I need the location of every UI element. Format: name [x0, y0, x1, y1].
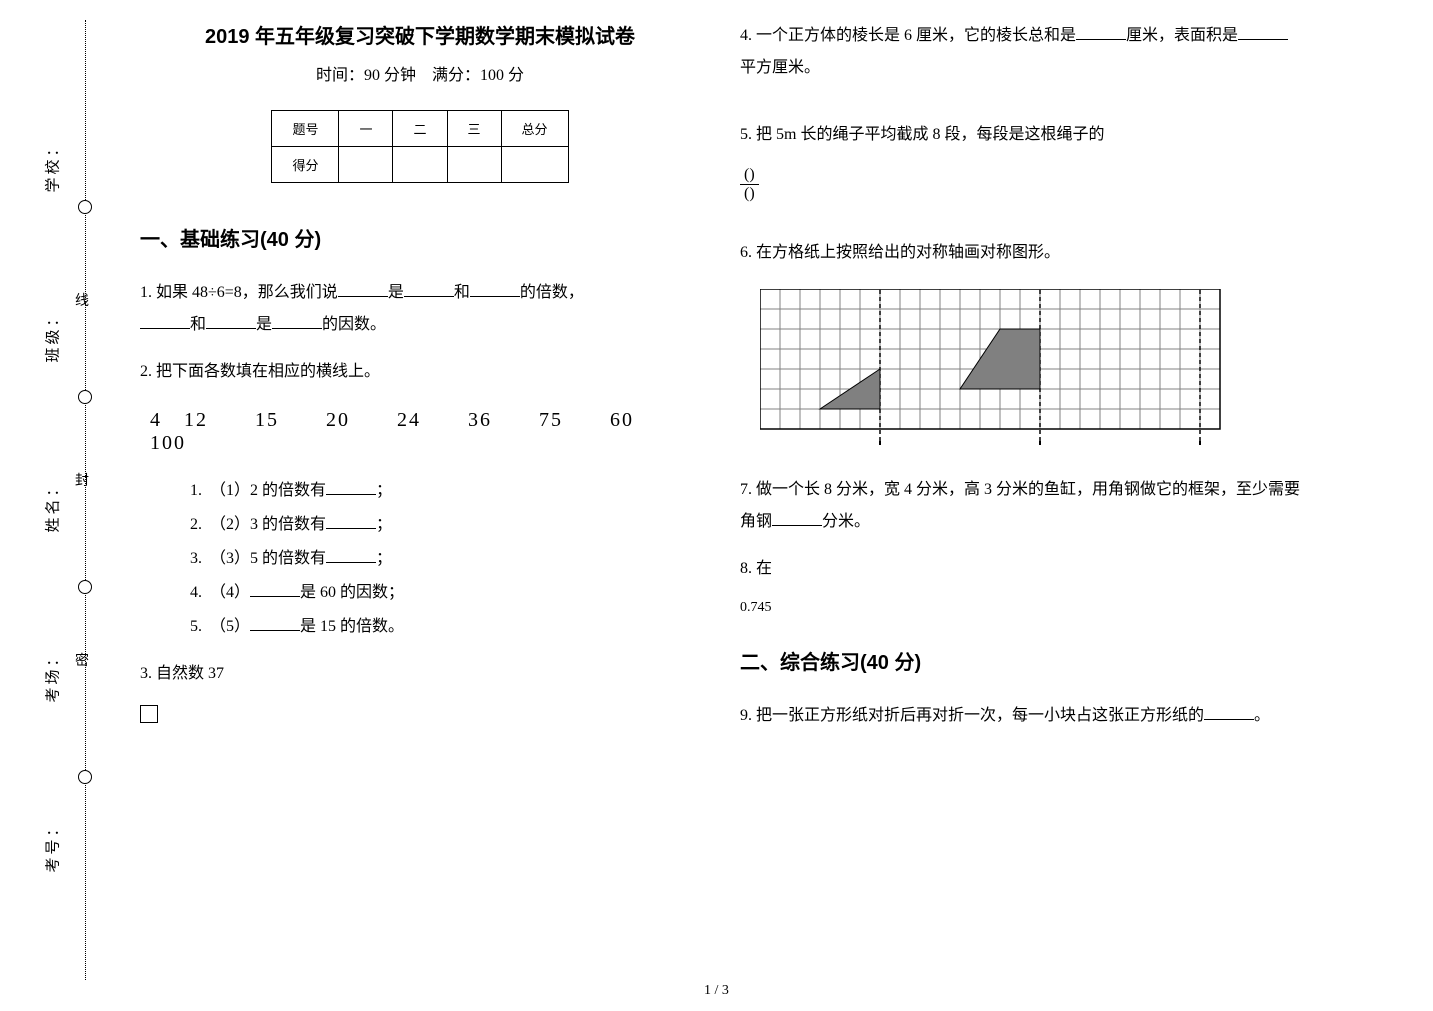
label-name: 姓名：: [25, 455, 79, 555]
q4-blank: [1238, 24, 1288, 40]
seal-char-feng: 封: [75, 470, 95, 490]
seal-char-mi: 密: [75, 650, 95, 670]
q1-blank: [470, 281, 520, 297]
blank: [250, 581, 300, 597]
q2-sublist: 1. （1）2 的倍数有； 2. （2）3 的倍数有； 3. （3）5 的倍数有…: [190, 475, 700, 643]
q1-text-d: 的倍数，: [520, 284, 584, 301]
binding-dotted-line: [85, 20, 86, 980]
section2-header: 二、综合练习(40 分): [740, 646, 1300, 675]
grid-svg: [760, 289, 1230, 449]
list-item: 3. （3）5 的倍数有；: [190, 543, 700, 575]
page-number: 1 / 3: [0, 983, 1433, 999]
table-row: 题号 一 二 三 总分: [272, 111, 568, 147]
left-column: 2019 年五年级复习突破下学期数学期末模拟试卷 时间：90 分钟 满分：100…: [140, 20, 700, 980]
th-3: 三: [447, 111, 501, 147]
question-4: 4. 一个正方体的棱长是 6 厘米，它的棱长总和是 厘米，表面积是平方厘米。: [740, 20, 1300, 84]
question-9: 9. 把一张正方形纸对折后再对折一次，每一小块占这张正方形纸的 。: [740, 700, 1300, 732]
list-item: 1. （1）2 的倍数有；: [190, 475, 700, 507]
q1-blank: [404, 281, 454, 297]
q1-blank: [206, 313, 256, 329]
q1-text-b: 是: [388, 284, 404, 301]
q1-text-e: 和: [190, 316, 206, 333]
question-6: 6. 在方格纸上按照给出的对称轴画对称图形。: [740, 237, 1300, 269]
td-blank: [501, 147, 568, 183]
q1-text-c: 和: [454, 284, 470, 301]
table-row: 得分: [272, 147, 568, 183]
list-item: 2. （2）3 的倍数有；: [190, 509, 700, 541]
label-class: 班级：: [25, 285, 79, 385]
q1-text-f: 是: [256, 316, 272, 333]
right-column: 4. 一个正方体的棱长是 6 厘米，它的棱长总和是 厘米，表面积是平方厘米。 5.…: [740, 20, 1300, 980]
fraction-num: (): [740, 166, 759, 185]
section1-header: 一、基础练习(40 分): [140, 223, 700, 252]
seal-char-xian: 线: [75, 290, 95, 310]
binding-margin: 学校： 班级： 姓名： 考场： 考号： 密 封 线: [0, 0, 120, 1011]
td-blank: [339, 147, 393, 183]
q1-blank: [338, 281, 388, 297]
paper-subtitle: 时间：90 分钟 满分：100 分: [140, 61, 700, 85]
q1-blank: [272, 313, 322, 329]
q8-number: 0.745: [740, 600, 1300, 616]
q9-text-b: 。: [1254, 707, 1270, 724]
circle-marker: [78, 580, 92, 594]
question-7: 7. 做一个长 8 分米，宽 4 分米，高 3 分米的鱼缸，用角钢做它的框架，至…: [740, 474, 1300, 538]
q3-box: [140, 705, 700, 723]
question-3: 3. 自然数 37: [140, 658, 700, 690]
q7-text-b: 分米。: [822, 513, 870, 530]
paper-title: 2019 年五年级复习突破下学期数学期末模拟试卷: [140, 20, 700, 49]
th-1: 一: [339, 111, 393, 147]
th-label: 题号: [272, 111, 339, 147]
binding-labels: 学校： 班级： 姓名： 考场： 考号：: [25, 0, 79, 1011]
fraction-den: (): [740, 185, 759, 203]
blank: [326, 479, 376, 495]
q2-numbers: 4 12 15 20 24 36 75 60 100: [150, 403, 700, 455]
score-table: 题号 一 二 三 总分 得分: [271, 110, 568, 183]
label-room: 考场：: [25, 626, 79, 726]
td-score-label: 得分: [272, 147, 339, 183]
label-school: 学校：: [25, 115, 79, 215]
q4-text-b: 厘米，表面积是: [1126, 27, 1238, 44]
blank: [250, 615, 300, 631]
q4-blank: [1076, 24, 1126, 40]
circle-marker: [78, 200, 92, 214]
list-item: 4. （4）是 60 的因数；: [190, 577, 700, 609]
q1-text-a: 1. 如果 48÷6=8，那么我们说: [140, 284, 338, 301]
q9-text-a: 9. 把一张正方形纸对折后再对折一次，每一小块占这张正方形纸的: [740, 707, 1204, 724]
label-number: 考号：: [25, 796, 79, 896]
th-2: 二: [393, 111, 447, 147]
q4-text-c: 平方厘米。: [740, 59, 820, 76]
q4-text-a: 4. 一个正方体的棱长是 6 厘米，它的棱长总和是: [740, 27, 1076, 44]
question-5: 5. 把 5m 长的绳子平均截成 8 段，每段是这根绳子的: [740, 119, 1300, 151]
circle-marker: [78, 770, 92, 784]
q1-blank: [140, 313, 190, 329]
q5-fraction: () (): [740, 166, 1300, 202]
q5-text: 5. 把 5m 长的绳子平均截成 8 段，每段是这根绳子的: [740, 126, 1104, 143]
question-2: 2. 把下面各数填在相应的横线上。: [140, 356, 700, 388]
list-item: 5. （5）是 15 的倍数。: [190, 611, 700, 643]
circle-marker: [78, 390, 92, 404]
blank: [326, 513, 376, 529]
q7-blank: [772, 510, 822, 526]
q1-text-g: 的因数。: [322, 316, 386, 333]
question-8: 8. 在: [740, 553, 1300, 585]
checkbox-icon: [140, 705, 158, 723]
q6-grid-figure: [760, 289, 1300, 449]
question-1: 1. 如果 48÷6=8，那么我们说是和的倍数， 和是的因数。: [140, 277, 700, 341]
blank: [326, 547, 376, 563]
td-blank: [447, 147, 501, 183]
fraction-icon: () (): [740, 166, 759, 202]
th-total: 总分: [501, 111, 568, 147]
q9-blank: [1204, 704, 1254, 720]
td-blank: [393, 147, 447, 183]
